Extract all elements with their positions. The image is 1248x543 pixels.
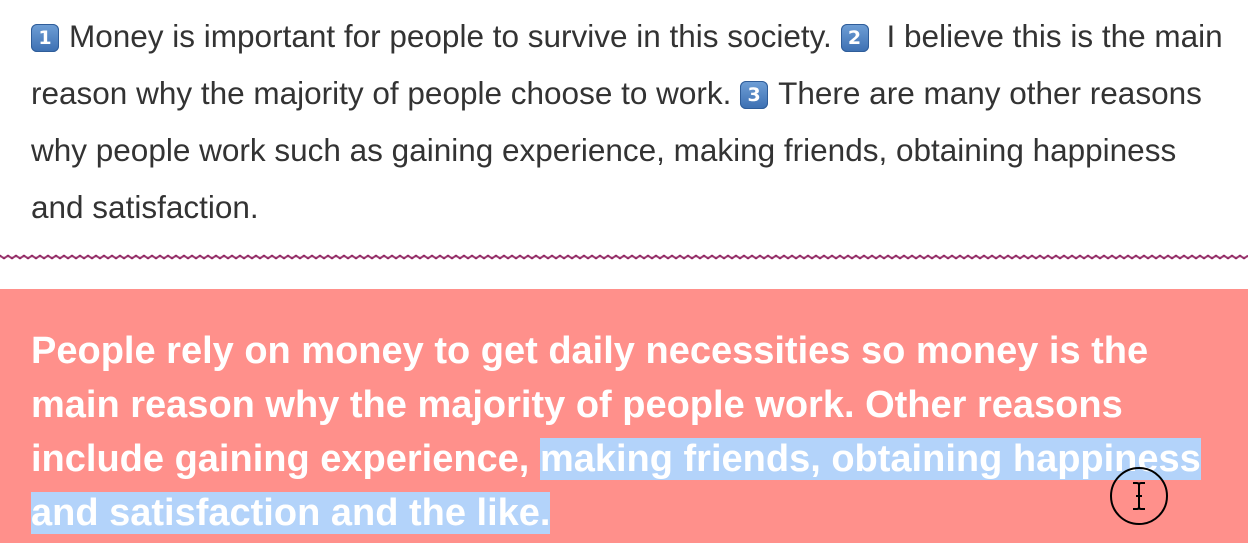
sentence-2: I believe this is the main reason why th… — [31, 18, 1223, 111]
summary-panel: People rely on money to get daily necess… — [0, 289, 1248, 543]
summary-text[interactable]: People rely on money to get daily necess… — [31, 324, 1221, 540]
text-cursor-icon — [1110, 467, 1168, 525]
number-1-icon: 1 — [31, 24, 59, 52]
summary-plain-text[interactable]: People rely on money to get daily necess… — [31, 330, 1149, 480]
sentence-3: There are many other reasons why people … — [31, 75, 1202, 225]
sentence-1: Money is important for people to survive… — [69, 18, 832, 54]
wavy-divider — [0, 254, 1248, 260]
number-2-icon: 2 — [840, 24, 869, 52]
i-beam-icon — [1133, 482, 1145, 510]
original-paragraph: 1 Money is important for people to surviv… — [31, 8, 1226, 236]
number-3-icon: 3 — [740, 81, 769, 109]
